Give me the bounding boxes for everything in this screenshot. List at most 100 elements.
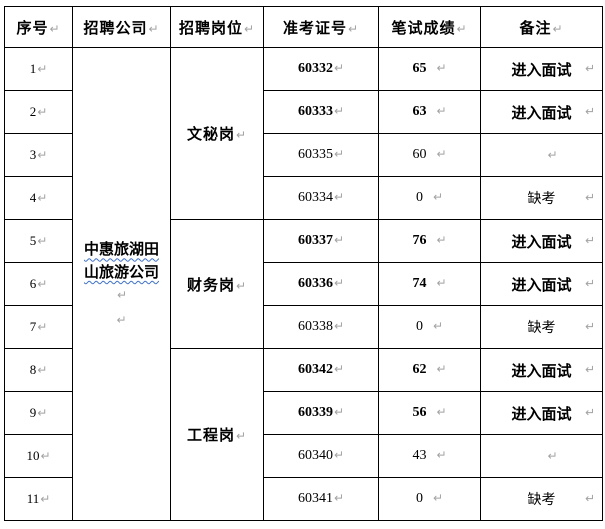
paragraph-mark-icon: ↵ xyxy=(49,21,61,36)
remark-cell[interactable]: ↵ xyxy=(480,133,603,177)
remark-cell[interactable]: 进入面试 ↵ xyxy=(480,348,603,392)
paragraph-mark-icon: ↵ xyxy=(547,147,558,162)
position-cell[interactable]: 财务岗↵ xyxy=(170,219,264,349)
paragraph-mark-icon: ↵ xyxy=(584,405,595,420)
serial-number: 4 xyxy=(29,190,37,205)
ticket-cell[interactable]: 60337↵ xyxy=(263,219,379,263)
serial-cell[interactable]: 1↵ xyxy=(4,47,73,91)
header-row: 序号↵ 招聘公司↵ 招聘岗位↵ 准考证号↵ 笔试成绩↵ 备注↵ xyxy=(4,6,603,48)
remark-cell[interactable]: 进入面试 ↵ xyxy=(480,219,603,263)
serial-cell[interactable]: 9↵ xyxy=(4,391,73,435)
score-value: 74 xyxy=(412,276,427,291)
paragraph-mark-icon: ↵ xyxy=(436,405,447,419)
table-row: 6↵ 60336↵ 74 ↵ 进入面试 ↵ xyxy=(4,262,603,306)
ticket-cell[interactable]: 60339↵ xyxy=(263,391,379,435)
paragraph-mark-icon: ↵ xyxy=(436,61,447,75)
score-cell[interactable]: 56 ↵ xyxy=(378,391,481,435)
ticket-cell[interactable]: 60334↵ xyxy=(263,176,379,220)
paragraph-mark-icon: ↵ xyxy=(148,21,160,36)
paragraph-mark-icon: ↵ xyxy=(333,276,345,290)
paragraph-mark-icon: ↵ xyxy=(584,104,595,119)
paragraph-mark-icon: ↵ xyxy=(584,61,595,76)
header-cell-ticket[interactable]: 准考证号↵ xyxy=(263,6,379,48)
remark-cell[interactable]: 缺考 ↵ xyxy=(480,477,603,521)
ticket-cell[interactable]: 60342↵ xyxy=(263,348,379,392)
remark-cell[interactable]: 缺考 ↵ xyxy=(480,305,603,349)
position-label: 文秘岗 xyxy=(186,127,235,143)
paragraph-mark-icon: ↵ xyxy=(584,233,595,248)
table-row: 9↵ 60339↵ 56 ↵ 进入面试 ↵ xyxy=(4,391,603,435)
paragraph-mark-icon: ↵ xyxy=(40,449,51,463)
score-value: 60 xyxy=(412,147,427,162)
score-cell[interactable]: 43 ↵ xyxy=(378,434,481,478)
table-row: 8↵ 工程岗↵ 60342↵ 62 ↵ 进入面试 ↵ xyxy=(4,348,603,521)
company-text-block: 中惠旅湖田山旅游公司 ↵ ↵ xyxy=(74,239,170,329)
serial-number: 10 xyxy=(26,448,40,463)
paragraph-mark-icon: ↵ xyxy=(333,405,345,419)
remark-text: 进入面试 xyxy=(511,406,572,423)
score-cell[interactable]: 63 ↵ xyxy=(378,90,481,134)
remark-cell[interactable]: 进入面试 ↵ xyxy=(480,90,603,134)
remark-cell[interactable]: 进入面试 ↵ xyxy=(480,262,603,306)
score-cell[interactable]: 0 ↵ xyxy=(378,305,481,349)
table-row: 1↵ 中惠旅湖田山旅游公司↵ ↵ 文秘岗↵ 60332↵ 65 ↵ 进入面试 ↵ xyxy=(4,47,603,521)
paragraph-mark-icon: ↵ xyxy=(235,429,248,443)
score-cell[interactable]: 0 ↵ xyxy=(378,176,481,220)
score-value: 62 xyxy=(412,362,427,377)
ticket-number: 60337 xyxy=(297,233,333,248)
serial-number: 6 xyxy=(29,276,37,291)
position-cell[interactable]: 文秘岗↵ xyxy=(170,47,264,220)
paragraph-mark-icon: ↵ xyxy=(37,406,48,420)
score-cell[interactable]: 62 ↵ xyxy=(378,348,481,392)
serial-cell[interactable]: 8↵ xyxy=(4,348,73,392)
header-label-score: 笔试成绩 xyxy=(391,20,456,37)
ticket-cell[interactable]: 60336↵ xyxy=(263,262,379,306)
serial-number: 5 xyxy=(29,233,37,248)
serial-cell[interactable]: 4↵ xyxy=(4,176,73,220)
paragraph-mark-icon: ↵ xyxy=(116,312,127,327)
paragraph-mark-icon: ↵ xyxy=(584,190,595,205)
paragraph-mark-icon: ↵ xyxy=(432,319,444,333)
header-cell-serial[interactable]: 序号↵ xyxy=(4,6,73,48)
remark-cell[interactable]: 进入面试 ↵ xyxy=(480,47,603,91)
remark-text: 缺考 xyxy=(527,192,556,207)
score-cell[interactable]: 60 ↵ xyxy=(378,133,481,177)
serial-cell[interactable]: 5↵ xyxy=(4,219,73,263)
score-value: 63 xyxy=(412,104,427,119)
paragraph-mark-icon: ↵ xyxy=(37,148,48,162)
header-cell-score[interactable]: 笔试成绩↵ xyxy=(378,6,481,48)
ticket-cell[interactable]: 60332↵ xyxy=(263,47,379,91)
paragraph-mark-icon: ↵ xyxy=(547,448,558,463)
header-label-company: 招聘公司 xyxy=(83,20,148,37)
remark-text: 缺考 xyxy=(527,493,556,508)
remark-cell[interactable]: ↵ xyxy=(480,434,603,478)
serial-cell[interactable]: 11↵ xyxy=(4,477,73,521)
ticket-cell[interactable]: 60340↵ xyxy=(263,434,379,478)
company-cell[interactable]: 中惠旅湖田山旅游公司 ↵ ↵ xyxy=(72,47,171,521)
paragraph-mark-icon: ↵ xyxy=(37,105,48,119)
position-cell[interactable]: 工程岗↵ xyxy=(170,348,264,521)
ticket-cell[interactable]: 60333↵ xyxy=(263,90,379,134)
header-cell-remark[interactable]: 备注↵ xyxy=(480,6,603,48)
ticket-number: 60332 xyxy=(297,61,333,76)
ticket-cell[interactable]: 60335↵ xyxy=(263,133,379,177)
ticket-cell[interactable]: 60341↵ xyxy=(263,477,379,521)
serial-cell[interactable]: 7↵ xyxy=(4,305,73,349)
paragraph-mark-icon: ↵ xyxy=(37,191,48,205)
header-cell-position[interactable]: 招聘岗位↵ xyxy=(170,6,264,48)
paragraph-mark-icon: ↵ xyxy=(37,277,48,291)
score-cell[interactable]: 0 ↵ xyxy=(378,477,481,521)
remark-cell[interactable]: 进入面试 ↵ xyxy=(480,391,603,435)
score-cell[interactable]: 76 ↵ xyxy=(378,219,481,263)
score-cell[interactable]: 74 ↵ xyxy=(378,262,481,306)
paragraph-mark-icon: ↵ xyxy=(432,190,444,204)
header-label-remark: 备注 xyxy=(519,20,552,37)
serial-cell[interactable]: 6↵ xyxy=(4,262,73,306)
serial-cell[interactable]: 10↵ xyxy=(4,434,73,478)
ticket-cell[interactable]: 60338↵ xyxy=(263,305,379,349)
header-cell-company[interactable]: 招聘公司↵ xyxy=(72,6,171,48)
serial-cell[interactable]: 2↵ xyxy=(4,90,73,134)
score-cell[interactable]: 65 ↵ xyxy=(378,47,481,91)
serial-cell[interactable]: 3↵ xyxy=(4,133,73,177)
remark-cell[interactable]: 缺考 ↵ xyxy=(480,176,603,220)
